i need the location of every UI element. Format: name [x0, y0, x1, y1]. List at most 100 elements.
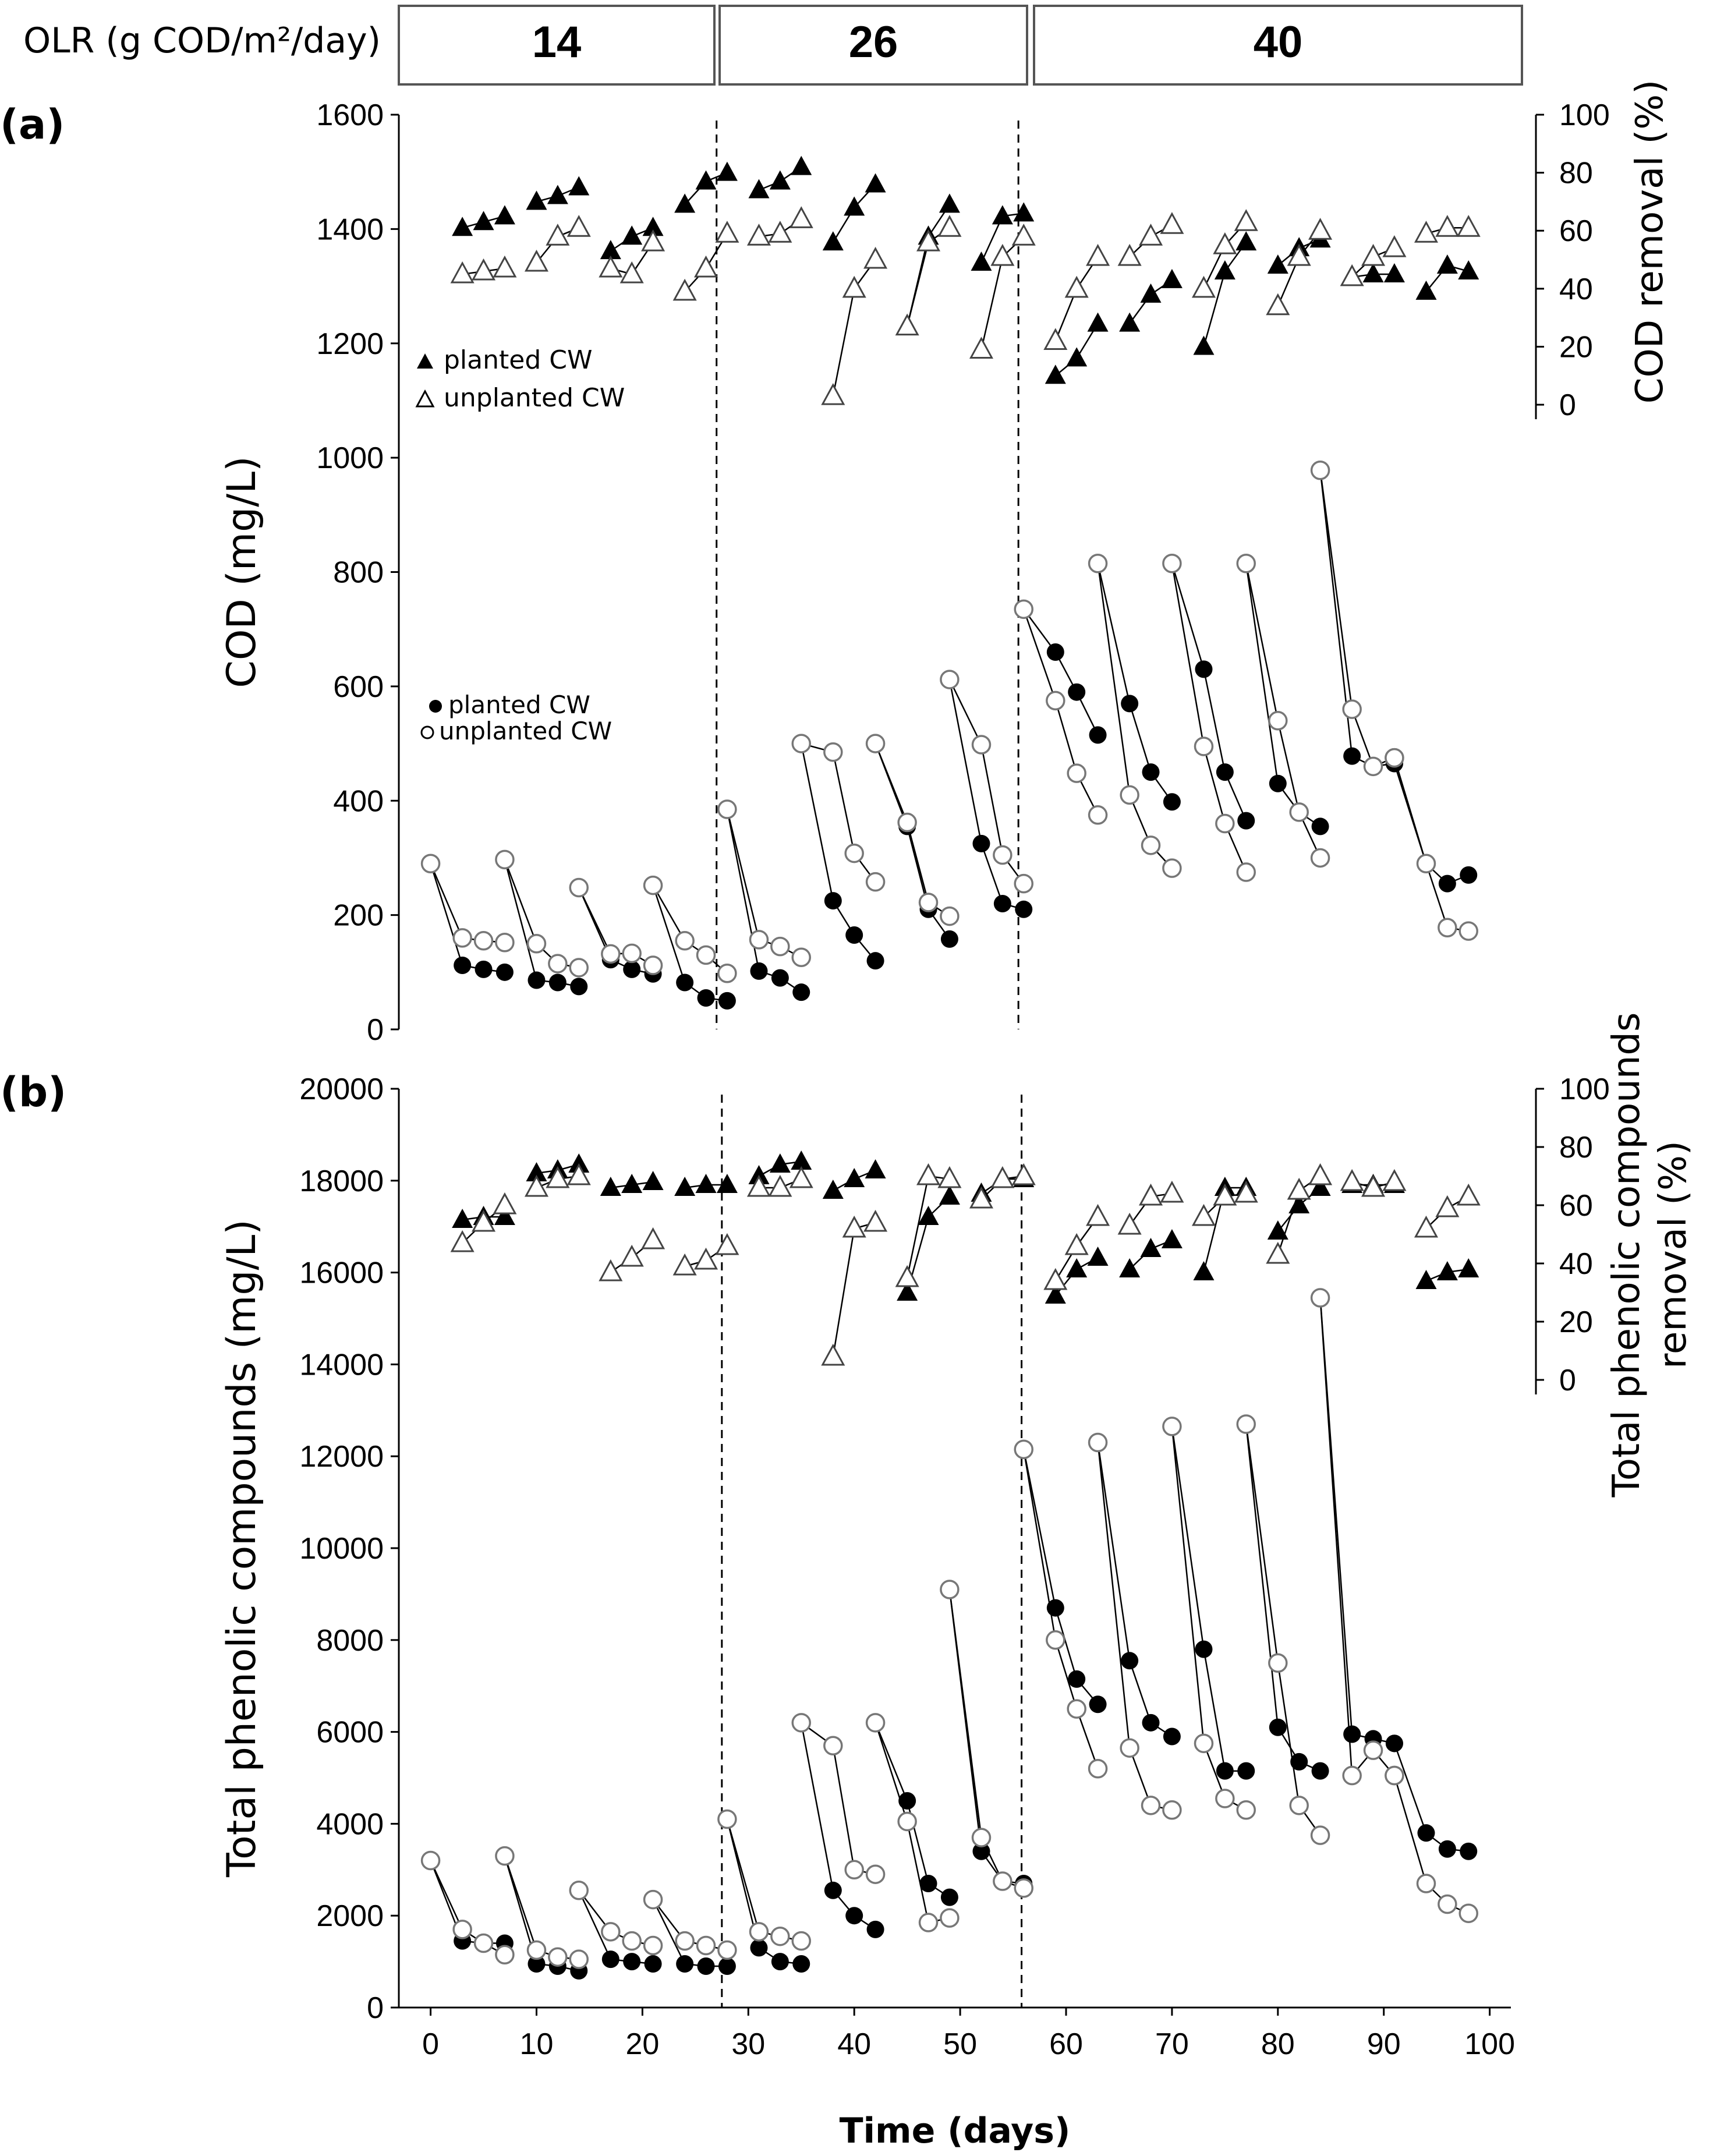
data-point [526, 1162, 547, 1181]
data-point [1191, 275, 1216, 298]
data-point [919, 1874, 937, 1892]
x-tick-label: 10 [520, 2027, 554, 2061]
data-point [1234, 1180, 1258, 1203]
data-point [548, 954, 568, 973]
data-point [748, 179, 770, 199]
data-point [452, 217, 473, 236]
data-point [940, 930, 958, 948]
data-point [1237, 812, 1255, 830]
data-point [1438, 1894, 1457, 1914]
series-line [1097, 563, 1173, 802]
data-point [1417, 1824, 1435, 1842]
data-point [600, 240, 621, 260]
data-point [676, 1955, 694, 1973]
data-point [621, 1174, 643, 1193]
data-point [1194, 1733, 1214, 1754]
left-tick-label: 1400 [316, 213, 384, 246]
data-point [524, 1174, 549, 1197]
data-point [971, 1828, 992, 1847]
left-tick-label: 0 [367, 1991, 384, 2025]
data-point [1119, 1258, 1141, 1277]
legend-marker-filled-circle [429, 700, 442, 713]
data-point [1456, 215, 1481, 237]
data-point [865, 1159, 886, 1178]
data-point [568, 1153, 590, 1173]
data-point [1460, 1842, 1478, 1860]
data-point [1435, 1195, 1460, 1217]
series-line [1245, 1424, 1321, 1836]
data-point [1460, 866, 1478, 884]
right-axis-title-line: Total phenolic compounds [1605, 1012, 1648, 1498]
data-point [1215, 813, 1235, 834]
series-line [430, 1860, 505, 1956]
data-point [1361, 1174, 1386, 1197]
legend-marker-open-triangle [415, 389, 435, 408]
left-tick-label: 20000 [299, 1072, 384, 1106]
data-point [1415, 280, 1437, 300]
data-point [792, 1955, 810, 1973]
data-point [898, 1792, 916, 1810]
data-point [1342, 699, 1362, 719]
left-tick-label: 600 [333, 670, 384, 704]
data-point [1043, 1268, 1068, 1290]
data-point [601, 1922, 621, 1942]
data-point [1068, 683, 1086, 701]
data-point [918, 1206, 939, 1225]
data-point [842, 1215, 866, 1238]
data-point [695, 170, 717, 190]
x-axis-title: Time (days) [840, 2111, 1071, 2151]
data-point [789, 206, 813, 228]
data-point [643, 875, 663, 895]
data-point [452, 1920, 472, 1939]
series-line [430, 1860, 505, 1944]
series-line [1245, 1424, 1321, 1772]
data-point [749, 930, 769, 950]
series-line [578, 1890, 653, 1965]
data-point [866, 952, 884, 970]
data-point [495, 849, 515, 870]
data-point [1086, 1203, 1110, 1226]
data-point [1289, 802, 1309, 822]
series-removal-open-triangle [450, 206, 1481, 405]
data-point [1382, 1169, 1407, 1191]
data-point [1438, 1840, 1456, 1858]
data-point [1161, 268, 1183, 288]
olr-header: OLR (g COD/m²/day) 14 26 40 [23, 5, 1523, 86]
data-point [1340, 1169, 1364, 1191]
series-line [726, 809, 802, 958]
series-line [1022, 1449, 1099, 1705]
series-line [801, 742, 876, 883]
data-point [1268, 711, 1288, 731]
data-point [791, 1150, 812, 1170]
left-tick-label: 1600 [316, 98, 384, 132]
left-tick-label: 6000 [316, 1716, 384, 1750]
series-line [875, 743, 950, 917]
data-point [693, 1247, 718, 1270]
series-line [578, 1890, 653, 1946]
series-line [504, 1856, 579, 1960]
data-point [697, 989, 715, 1007]
data-point [844, 1168, 865, 1187]
data-point [1435, 215, 1460, 237]
data-point [600, 1177, 621, 1196]
data-point [1308, 1163, 1333, 1185]
data-point [1436, 1261, 1458, 1280]
series-line [1393, 763, 1469, 885]
data-point [918, 1913, 939, 1932]
data-point [495, 963, 514, 981]
data-point [715, 221, 739, 243]
data-point [1310, 460, 1330, 480]
data-point [695, 1174, 717, 1193]
data-point [1066, 1258, 1088, 1277]
data-point [546, 1166, 570, 1188]
data-point [1043, 328, 1068, 351]
data-point [1088, 554, 1108, 573]
data-point [672, 1253, 697, 1276]
series-line [726, 809, 802, 993]
data-point [1236, 862, 1256, 882]
data-point [971, 252, 992, 271]
left-axis-ticks: 0 200 400 600 800 1000 1200 1400 1600 [316, 98, 399, 1047]
right-tick-label: 100 [1559, 1072, 1610, 1106]
series-line [1393, 757, 1469, 932]
data-point [643, 955, 663, 975]
